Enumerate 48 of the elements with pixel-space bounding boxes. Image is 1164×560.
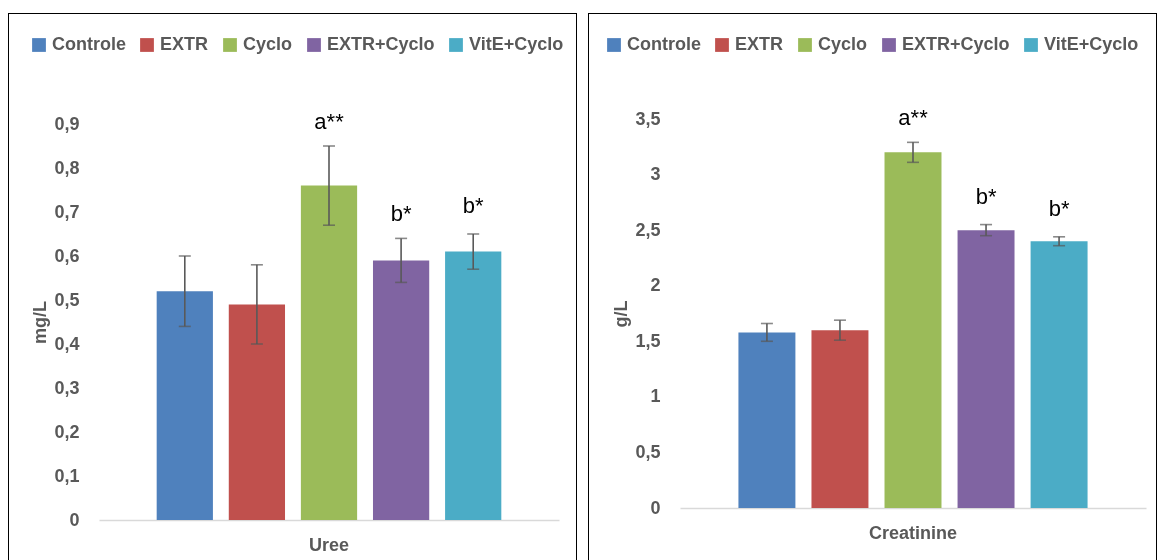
y-tick-label: 3: [650, 164, 661, 185]
bar: [300, 185, 358, 520]
y-tick-label: 0,4: [54, 333, 80, 354]
legend-label: EXTR: [735, 34, 784, 54]
x-tick-label: Creatinine: [868, 522, 958, 543]
legend-label: VitE+Cyclo: [469, 34, 564, 54]
y-tick-label: 0,9: [54, 113, 80, 134]
annotation: b*: [462, 193, 485, 218]
y-tick-label: 0,3: [54, 377, 80, 398]
legend-label: Controle: [627, 34, 701, 54]
legend-label: Cyclo: [818, 34, 868, 54]
annotation: b*: [1048, 195, 1070, 221]
bar: [957, 230, 1015, 508]
annotation: b*: [390, 201, 412, 227]
y-tick-label: 0,2: [54, 421, 80, 442]
y-tick-label: 3,5: [635, 108, 661, 129]
bar: [738, 332, 796, 508]
bar: [372, 260, 430, 520]
y-tick-label: 1,5: [635, 330, 661, 351]
y-axis-title: mg/L: [30, 301, 51, 344]
legend-label: EXTR+Cyclo: [327, 34, 435, 54]
y-tick-label: 0,6: [54, 245, 80, 266]
legend-label: Cyclo: [243, 34, 293, 54]
bar: [156, 291, 213, 520]
legend-label: Controle: [52, 34, 126, 54]
annotation: a**: [314, 109, 345, 134]
y-tick-label: 1: [650, 386, 661, 407]
y-tick-label: 0,8: [54, 157, 80, 178]
bar: [228, 304, 286, 520]
y-tick-label: 2,5: [635, 219, 661, 240]
legend-label: VitE+Cyclo: [1044, 34, 1139, 54]
bar: [445, 251, 502, 520]
annotation: b*: [975, 183, 997, 209]
y-tick-label: 2: [650, 275, 661, 296]
y-tick-label: 0,1: [54, 465, 80, 486]
annotation: a**: [898, 105, 929, 131]
y-tick-label: 0,5: [635, 441, 661, 462]
y-tick-label: 0,7: [54, 201, 80, 222]
y-tick-label: 0,5: [54, 289, 80, 310]
bar: [884, 152, 942, 508]
x-tick-label: Uree: [308, 534, 350, 555]
y-tick-label: 0: [650, 497, 661, 518]
bar: [1030, 241, 1088, 508]
y-axis-title: g/L: [611, 300, 632, 328]
bar: [811, 330, 869, 508]
y-tick-label: 0: [69, 509, 80, 530]
legend-label: EXTR+Cyclo: [902, 34, 1010, 54]
legend-label: EXTR: [160, 34, 209, 54]
